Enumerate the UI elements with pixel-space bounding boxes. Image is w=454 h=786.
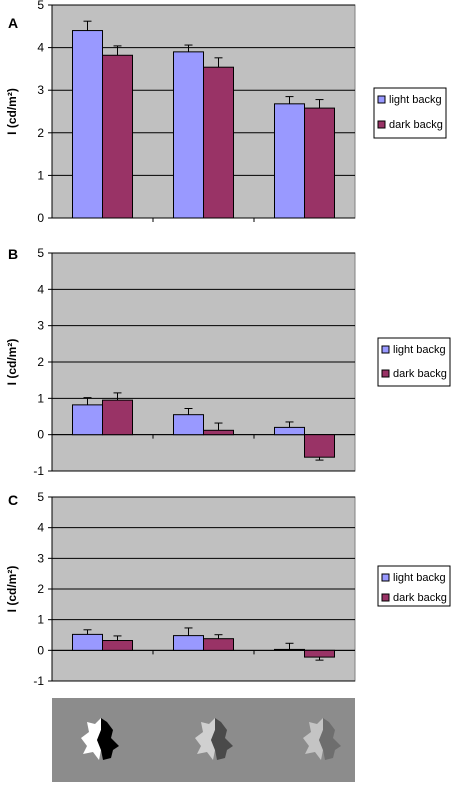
y-axis-label: I (cd/m²) xyxy=(5,88,19,135)
stimulus-high-contrast xyxy=(81,718,119,760)
legend-swatch xyxy=(381,345,390,354)
y-tick-label: 2 xyxy=(37,355,44,369)
stimulus-strip xyxy=(52,698,355,782)
chart-panel-b: -1 0 1 2 3 4 5 B I (cd/m²) light backg dark backg xyxy=(5,246,451,478)
bar-dark-backg-1 xyxy=(102,399,133,436)
y-tick-label: -1 xyxy=(33,674,44,688)
y-axis-label: I (cd/m²) xyxy=(5,339,19,386)
y-tick-label: 4 xyxy=(37,41,44,55)
bar-light-backg-1 xyxy=(72,633,103,651)
stimulus-right-half xyxy=(211,718,233,760)
bar-dark-backg-2 xyxy=(203,66,234,219)
chart-panel-c: -1 0 1 2 3 4 5 C I (cd/m²) light backg dark backg xyxy=(5,490,451,688)
legend-label: dark backg xyxy=(393,592,447,604)
legend-box xyxy=(373,87,447,139)
y-tick-label: 2 xyxy=(37,126,44,140)
legend-label: dark backg xyxy=(389,119,443,131)
legend-swatch xyxy=(377,120,386,129)
bar-light-backg-1 xyxy=(72,404,103,436)
bar-dark-backg-3 xyxy=(304,434,335,458)
y-tick-label: 2 xyxy=(37,582,44,596)
y-tick-label: 5 xyxy=(37,0,44,12)
stimulus-medium-contrast xyxy=(195,718,233,760)
bar-dark-backg-3 xyxy=(304,649,335,658)
legend-box xyxy=(377,565,451,607)
stimulus-right-half xyxy=(97,718,119,760)
stimulus-left-half xyxy=(81,718,101,760)
chart-panel-a: 0 1 2 3 4 5 A I (cd/m²) light backg dark backg xyxy=(5,0,447,225)
stimulus-left-half xyxy=(303,718,323,760)
stimulus-right-half xyxy=(319,718,341,760)
legend-label: light backg xyxy=(389,94,442,106)
y-axis-label: I (cd/m²) xyxy=(5,566,19,613)
legend-label: light backg xyxy=(393,344,446,356)
legend-label: light backg xyxy=(393,572,446,584)
y-tick-label: 3 xyxy=(37,319,44,333)
panel-label: C xyxy=(8,492,18,508)
legend-swatch xyxy=(377,95,386,104)
y-tick-label: 4 xyxy=(37,521,44,535)
legend-box xyxy=(377,337,451,387)
y-tick-label: 5 xyxy=(37,246,44,260)
bar-light-backg-2 xyxy=(173,635,204,651)
y-tick-label: 3 xyxy=(37,83,44,97)
legend-swatch xyxy=(381,593,390,602)
legend-swatch xyxy=(381,369,390,378)
bar-dark-backg-2 xyxy=(203,638,234,651)
bar-dark-backg-1 xyxy=(102,54,133,219)
bar-light-backg-3 xyxy=(274,648,305,651)
panel-label: A xyxy=(8,15,18,31)
legend-label: dark backg xyxy=(393,368,447,380)
y-tick-label: 0 xyxy=(37,428,44,442)
y-tick-label: 5 xyxy=(37,490,44,504)
y-tick-label: 1 xyxy=(37,613,44,627)
y-tick-label: 1 xyxy=(37,391,44,405)
panel-label: B xyxy=(8,246,18,262)
bar-light-backg-1 xyxy=(72,30,103,219)
y-tick-label: 4 xyxy=(37,282,44,296)
legend-swatch xyxy=(381,573,390,582)
bar-light-backg-3 xyxy=(274,426,305,436)
bar-light-backg-3 xyxy=(274,103,305,219)
stimulus-left-half xyxy=(195,718,215,760)
bar-dark-backg-1 xyxy=(102,640,133,651)
y-tick-label: -1 xyxy=(33,464,44,478)
y-tick-label: 3 xyxy=(37,551,44,565)
stimulus-low-contrast xyxy=(303,718,341,760)
y-tick-label: 1 xyxy=(37,168,44,182)
bar-light-backg-2 xyxy=(173,414,204,436)
bar-dark-backg-2 xyxy=(203,429,234,436)
y-tick-label: 0 xyxy=(37,211,44,225)
bar-light-backg-2 xyxy=(173,51,204,219)
y-tick-label: 0 xyxy=(37,643,44,657)
bar-dark-backg-3 xyxy=(304,107,335,219)
